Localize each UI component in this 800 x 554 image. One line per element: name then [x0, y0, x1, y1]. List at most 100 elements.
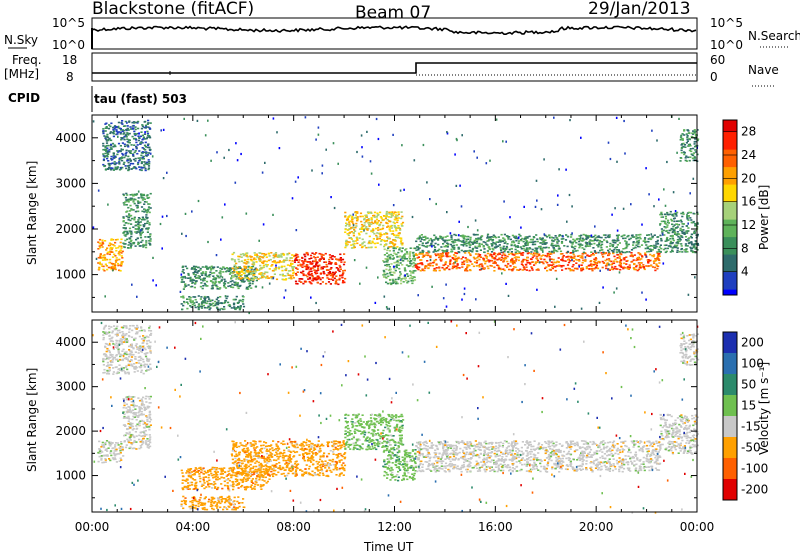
scatter-point	[226, 295, 229, 298]
scatter-point	[140, 218, 144, 221]
scatter-point	[237, 305, 240, 308]
scatter-point	[139, 441, 142, 443]
scatter-point	[373, 211, 377, 214]
scatter-point	[208, 266, 211, 269]
scatter-point	[463, 238, 466, 240]
scatter-point	[118, 157, 121, 160]
scatter-point	[133, 193, 136, 196]
scatter-point	[122, 133, 125, 135]
scatter-point	[603, 239, 606, 241]
scatter-point	[120, 262, 123, 264]
scatter-point	[236, 283, 239, 285]
scatter-point	[646, 247, 649, 250]
scatter-point	[457, 247, 461, 250]
scatter-point	[149, 445, 152, 448]
scatter-point	[250, 256, 253, 258]
scatter-point	[126, 428, 129, 430]
scatter-point	[597, 251, 600, 254]
scatter-point	[579, 239, 582, 241]
scatter-point	[658, 252, 661, 255]
scatter-point	[121, 120, 124, 122]
scatter-point	[137, 397, 140, 399]
scatter-point	[488, 248, 492, 251]
scatter-point	[319, 258, 322, 260]
scatter-point	[142, 136, 145, 139]
scatter-point	[100, 244, 103, 247]
scatter-point	[376, 214, 379, 217]
scatter-point	[467, 250, 470, 252]
scatter-point	[128, 441, 131, 444]
scatter-point	[681, 215, 684, 218]
nave-tick-bottom: 0	[710, 70, 718, 84]
noise-point	[248, 272, 250, 275]
scatter-point	[585, 236, 588, 238]
scatter-point	[252, 270, 255, 273]
scatter-point	[459, 235, 462, 237]
scatter-point	[676, 231, 679, 233]
noise-point	[262, 223, 265, 226]
scatter-point	[630, 252, 633, 254]
scatter-point	[135, 141, 138, 144]
noise-point	[315, 301, 317, 305]
noise-point	[180, 273, 183, 276]
noise-point	[535, 179, 538, 182]
scatter-point	[198, 275, 201, 278]
scatter-point	[481, 267, 484, 270]
scatter-point	[445, 253, 448, 255]
scatter-point	[119, 127, 122, 130]
scatter-point	[335, 275, 338, 277]
scatter-point	[425, 252, 428, 254]
scatter-point	[330, 278, 333, 281]
scatter-point	[236, 282, 239, 284]
scatter-point	[474, 233, 477, 236]
scatter-point	[400, 217, 403, 220]
scatter-point	[136, 231, 139, 233]
scatter-point	[314, 259, 317, 261]
scatter-point	[232, 298, 235, 301]
scatter-point	[419, 269, 422, 272]
scatter-point	[388, 250, 391, 252]
noise-point	[568, 193, 571, 197]
scatter-point	[197, 275, 200, 277]
scatter-point	[135, 435, 138, 437]
scatter-point	[372, 229, 375, 232]
scatter-point	[181, 308, 184, 311]
noise-point	[184, 212, 187, 215]
scatter-point	[443, 268, 446, 270]
scatter-point	[695, 136, 698, 138]
noise-point	[566, 220, 568, 223]
noise-point	[569, 119, 571, 122]
scatter-point	[630, 261, 633, 263]
scatter-point	[681, 232, 684, 235]
scatter-point	[239, 270, 242, 273]
scatter-point	[687, 230, 690, 232]
scatter-point	[319, 278, 322, 281]
noise-point	[475, 298, 477, 301]
scatter-point	[243, 262, 246, 264]
noise-point	[161, 215, 164, 218]
scatter-point	[103, 446, 106, 449]
scatter-point	[113, 161, 116, 163]
noise-point	[461, 134, 463, 137]
noise-point	[361, 146, 363, 149]
scatter-point	[182, 272, 185, 274]
scatter-point	[135, 147, 138, 150]
scatter-point	[368, 223, 371, 226]
scatter-point	[230, 286, 233, 288]
scatter-point	[138, 424, 141, 427]
scatter-point	[506, 251, 510, 253]
scatter-point	[656, 251, 659, 253]
scatter-point	[579, 243, 582, 245]
noise-point	[330, 196, 332, 199]
noise-point	[687, 293, 690, 296]
scatter-point	[644, 254, 647, 256]
scatter-point	[535, 269, 538, 271]
scatter-point	[278, 261, 281, 264]
scatter-point	[390, 263, 393, 265]
scatter-point	[285, 259, 288, 261]
scatter-point	[524, 242, 528, 244]
scatter-point	[463, 260, 466, 263]
scatter-point	[560, 240, 564, 243]
scatter-point	[494, 257, 497, 259]
scatter-point	[126, 127, 129, 130]
